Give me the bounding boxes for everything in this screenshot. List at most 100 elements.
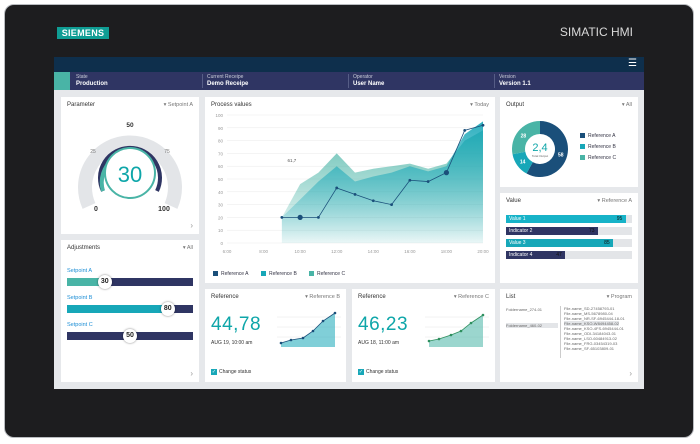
setpoint-b-label: Setpoint B <box>67 295 93 301</box>
value-bar-label: Indicator 4 <box>509 252 533 258</box>
hamburger-menu-icon[interactable]: ☰ <box>628 58 637 69</box>
donut-slice-label: 14 <box>520 160 526 166</box>
donut-center-value: 2,4 <box>532 142 547 154</box>
point-reference-a <box>353 192 357 196</box>
value-bar-value: 85 <box>604 240 610 246</box>
setpoint-c-slider[interactable]: 50 <box>67 329 193 343</box>
output-legend-a: Reference A <box>580 133 616 139</box>
reference-b-filter[interactable]: ▾ Reference B <box>305 294 340 300</box>
y-tick-label: 30 <box>218 203 224 208</box>
reference-c-filter-label: Reference C <box>458 294 489 300</box>
file-item[interactable]: File-name_MS-5678980-04 <box>564 311 613 316</box>
gauge-value: 30 <box>118 162 142 187</box>
list-title: List <box>506 294 516 300</box>
status-state: State Production <box>76 74 108 87</box>
point-reference-a <box>335 186 339 190</box>
point-reference-a <box>426 180 430 183</box>
file-item[interactable]: File-name_KSO-4FS-6945444-01 <box>564 326 624 331</box>
output-title: Output <box>506 102 525 108</box>
legend-reference-c: Reference C <box>309 271 345 277</box>
setpoint-c-label: Setpoint C <box>67 322 93 328</box>
file-item[interactable]: File-name_LSO-60484913-02 <box>564 336 617 341</box>
file-item[interactable]: File-name_SF-65103809-01 <box>564 346 615 351</box>
donut-slice-label: 28 <box>521 133 527 139</box>
gauge-tick-top: 50 <box>126 122 134 129</box>
x-tick-label: 10:00 <box>295 249 307 254</box>
gauge: 30 50 25 75 0 100 <box>78 122 182 213</box>
file-item[interactable]: File-name_ODI-34184043-01 <box>564 331 617 336</box>
process-filter[interactable]: ▾ Today <box>470 102 489 108</box>
value-title: Value <box>506 198 521 204</box>
y-tick-label: 80 <box>218 139 224 144</box>
value-bar-label: Value 1 <box>509 216 526 222</box>
value-bar: Value 1 <box>506 215 626 223</box>
value-bar-row: Value 3 85 <box>506 239 632 247</box>
x-tick-label: 18:00 <box>441 249 453 254</box>
output-filter-label: All <box>625 102 632 108</box>
line-reference-a <box>281 124 484 218</box>
point-reference-a <box>408 178 412 182</box>
change-status-checkbox[interactable]: ✓ <box>211 369 217 375</box>
file-item[interactable]: File-name_FRG-03454319-03 <box>564 341 618 346</box>
reference-b-date: AUG 19, 10:00 am <box>211 340 253 346</box>
y-tick-label: 70 <box>218 151 224 156</box>
parameter-panel: Parameter ▾ Setpoint A 30 50 25 75 0 100… <box>61 97 199 234</box>
chevron-right-icon[interactable]: › <box>190 369 193 378</box>
file-item[interactable]: File-name_SD-27458793-01 <box>564 306 615 311</box>
folder-item[interactable]: Foldername_274-01 <box>506 307 543 312</box>
gauge-max: 100 <box>158 206 170 213</box>
setpoint-a-slider[interactable]: 30 <box>67 275 193 289</box>
value-bar: Indicator 4 <box>506 251 566 259</box>
reference-c-date: AUG 18, 11:00 am <box>358 340 400 346</box>
value-filter[interactable]: ▾ Reference A <box>597 198 632 204</box>
point-reference-a <box>280 216 284 219</box>
setpoint-a-knob[interactable]: 30 <box>97 275 112 289</box>
setpoint-c-knob[interactable]: 50 <box>123 329 137 343</box>
change-status-label: Change status <box>366 369 399 375</box>
chevron-right-icon[interactable]: › <box>190 221 193 230</box>
hmi-screen: ☰ State Production Current Receipe Demo Re… <box>54 57 644 389</box>
file-item-selected[interactable]: File-name_KSO-W8494458-02 <box>564 321 619 326</box>
list-filter-label: Program <box>610 294 632 300</box>
value-bar-row: Indicator 2 73 <box>506 227 632 235</box>
list-filter[interactable]: ▾ Program <box>606 294 632 300</box>
setpoint-b-slider[interactable]: 80 <box>67 302 193 316</box>
output-legend-b: Reference B <box>580 144 616 150</box>
reference-b-value: 44,78 <box>211 314 262 335</box>
reference-c-panel: Reference ▾ Reference C 46,23 AUG 18, 11… <box>352 289 495 382</box>
file-item[interactable]: File-name_NR-SF-6945444-18-01 <box>564 316 625 321</box>
y-tick-label: 0 <box>220 241 223 246</box>
setpoint-b-knob[interactable]: 80 <box>160 302 175 316</box>
reference-b-title: Reference <box>211 294 239 300</box>
output-legend-c: Reference C <box>580 155 616 161</box>
setpoint-a-label: Setpoint A <box>67 268 93 274</box>
donut-slice <box>512 121 540 155</box>
chevron-right-icon[interactable]: › <box>629 369 632 378</box>
reference-c-value: 46,23 <box>358 314 409 335</box>
parameter-filter[interactable]: ▾ Setpoint A <box>163 102 193 108</box>
output-filter[interactable]: ▾ All <box>621 102 632 108</box>
y-tick-label: 20 <box>218 215 224 220</box>
status-operator: Operator User Name <box>353 74 385 87</box>
adjustments-filter[interactable]: ▾ All <box>182 245 193 251</box>
folder-item-selected[interactable]: Foldername_460-02 <box>506 323 558 328</box>
x-tick-label: 6:00 <box>223 249 232 254</box>
reference-c-filter[interactable]: ▾ Reference C <box>453 294 489 300</box>
change-status-checkbox[interactable]: ✓ <box>358 369 364 375</box>
value-bar-label: Indicator 2 <box>509 228 533 234</box>
status-divider <box>202 74 203 88</box>
setpoint-c-fill <box>67 332 130 340</box>
gauge-center <box>104 147 156 199</box>
list-divider <box>560 306 561 358</box>
y-tick-label: 40 <box>218 190 224 195</box>
y-tick-label: 50 <box>218 177 224 182</box>
status-accent <box>54 72 70 90</box>
value-filter-label: Reference A <box>601 198 632 204</box>
setpoint-b-fill <box>67 305 168 313</box>
donut-slice <box>512 151 533 174</box>
x-tick-label: 20:00 <box>477 249 489 254</box>
donut-center-label: Total Output <box>532 154 548 158</box>
reference-b-filter-label: Reference B <box>309 294 340 300</box>
value-bar-row: Value 1 95 <box>506 215 632 223</box>
highlight-point <box>443 170 450 176</box>
